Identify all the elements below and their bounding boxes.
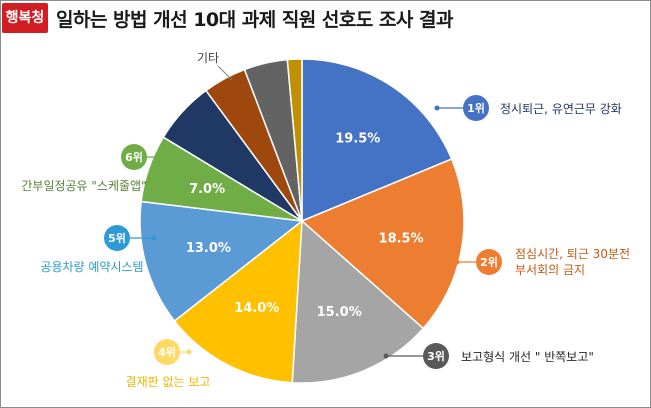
rank-label-5: 5위 [108,232,126,245]
rank-label-2: 2위 [480,256,498,269]
value-label-2: 18.5% [379,232,424,247]
pie-slice-4 [173,219,303,384]
category-label-1: 정시퇴근, 유연근무 강화 [500,102,622,116]
category-label-2: 점심시간, 퇴근 30분전 부서회의 금지 [515,247,630,277]
rank-badge-3 [423,343,449,369]
rank-badge-2 [476,249,502,275]
pie-slice-10 [286,58,303,222]
other-label: 기타 [197,51,219,65]
rank-badge-5 [104,225,130,251]
rank-badge-6 [121,144,147,170]
category-label-6: 간부일정공유 "스케줄앱" [21,179,146,193]
value-label-1: 19.5% [335,132,380,147]
chart-title: 일하는 방법 개선 10대 과제 직원 선호도 조사 결과 [56,9,453,31]
value-label-5: 13.0% [186,241,231,256]
category-label-4: 결재판 없는 보고 [126,375,211,389]
value-label-6: 7.0% [189,182,225,197]
org-badge: 행복청 [2,3,48,33]
header: 행복청 일하는 방법 개선 10대 과제 직원 선호도 조사 결과 [0,0,651,36]
value-label-3: 15.0% [317,305,362,320]
pie-slice-3 [291,219,425,384]
rank-label-6: 6위 [125,151,143,164]
rank-badge-1 [463,95,489,121]
value-label-4: 14.0% [234,301,279,316]
rank-label-3: 3위 [427,350,445,363]
other-leader-line [217,65,233,81]
category-label-5: 공용차량 예약시스템 [40,259,143,274]
rank-badge-4 [154,339,180,365]
pie-slice-1 [301,58,453,223]
rank-label-1: 1위 [467,102,485,115]
rank-label-4: 4위 [158,346,176,359]
pie-slice-2 [300,158,465,330]
pie-slice-5 [139,200,304,322]
category-label-3: 보고형식 개선 " 반쪽보고" [461,350,594,364]
